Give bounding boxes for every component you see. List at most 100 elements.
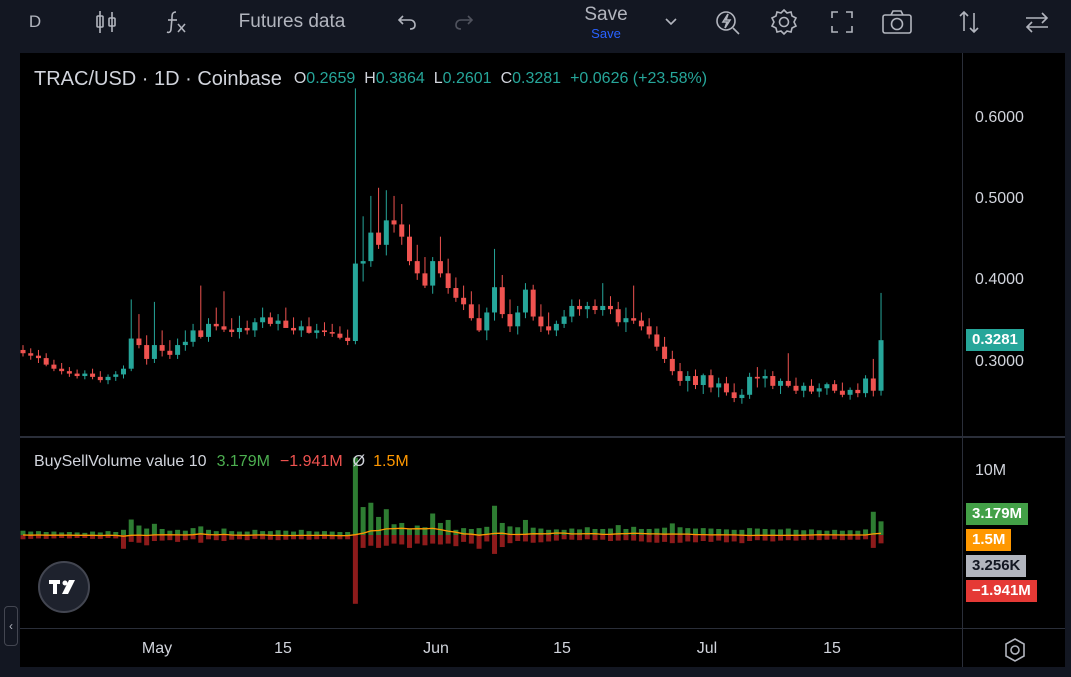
candle-body	[352, 263, 358, 341]
buy-volume-bar	[291, 531, 297, 535]
expand-left-panel-handle[interactable]: ‹	[4, 606, 18, 646]
candle-body	[229, 329, 235, 333]
candle-body	[198, 330, 204, 337]
candle-body	[430, 261, 436, 286]
sell-volume-bar	[476, 535, 482, 549]
candle-body	[669, 358, 675, 372]
sell-volume-bar	[662, 535, 668, 542]
buy-volume-bar	[832, 529, 838, 535]
sell-volume-bar	[762, 535, 768, 541]
sell-volume-bar	[407, 535, 412, 548]
buy-volume-bar	[236, 531, 242, 535]
candle-body	[739, 394, 745, 399]
candles-icon[interactable]	[92, 0, 120, 44]
sell-volume-bar	[654, 535, 660, 543]
redo-icon[interactable]	[451, 0, 477, 44]
sell-volume-bar	[731, 535, 737, 542]
sell-volume-bar	[607, 535, 613, 542]
buy-volume-bar	[693, 528, 699, 535]
candle	[816, 383, 822, 398]
sell-volume-bar	[399, 535, 405, 545]
sell-volume-bar	[445, 535, 451, 544]
candle	[368, 195, 374, 267]
candle	[700, 373, 706, 394]
candle	[778, 378, 784, 394]
candle	[113, 371, 119, 381]
sell-volume-bar	[275, 535, 281, 541]
sell-volume-bar	[105, 535, 111, 539]
candle	[716, 377, 722, 398]
buy-volume-bar	[553, 529, 559, 535]
sell-volume-bar	[144, 535, 150, 546]
candle	[607, 296, 613, 315]
candle	[267, 312, 273, 327]
candle-body	[391, 220, 397, 225]
buy-volume-bar	[522, 519, 528, 535]
candle	[360, 216, 366, 282]
candle	[468, 291, 474, 321]
chart-canvas[interactable]	[0, 0, 962, 628]
buy-volume-bar	[221, 528, 227, 535]
buy-volume-bar	[808, 529, 814, 535]
sell-volume-bar	[468, 535, 474, 544]
buy-volume-bar	[182, 530, 188, 535]
pane-divider[interactable]	[20, 436, 1065, 438]
settings-icon[interactable]	[768, 0, 800, 44]
candle	[66, 367, 72, 377]
buy-volume-bar	[492, 505, 498, 535]
buy-volume-bar	[538, 528, 544, 535]
buy-volume-bar	[151, 523, 157, 535]
buy-volume-bar	[97, 532, 103, 535]
candle-body	[577, 305, 583, 310]
chart-settings-icon[interactable]	[1002, 637, 1028, 663]
candle	[546, 312, 552, 335]
chart-area[interactable]	[20, 53, 1065, 667]
buy-volume-bar	[329, 531, 335, 535]
futures-data-button[interactable]: Futures data	[238, 11, 346, 32]
tradingview-logo[interactable]	[38, 561, 90, 613]
sell-volume-bar	[638, 535, 644, 542]
candle-body	[236, 327, 242, 333]
candle	[538, 304, 544, 333]
candle-body	[414, 261, 420, 274]
undo-icon[interactable]	[394, 0, 420, 44]
camera-icon[interactable]	[880, 0, 914, 44]
buy-volume-bar	[74, 532, 80, 535]
buy-volume-bar	[507, 526, 513, 535]
buy-volume-bar	[314, 531, 320, 535]
buy-volume-bar	[708, 528, 714, 535]
alert-icon[interactable]	[713, 0, 743, 44]
sell-volume-bar	[414, 535, 420, 544]
fullscreen-icon[interactable]	[828, 0, 856, 44]
buy-volume-bar	[739, 529, 745, 535]
buy-volume-bar	[669, 523, 675, 535]
compare-arrows-icon[interactable]	[955, 0, 983, 44]
sell-volume-bar	[229, 535, 235, 540]
candle	[213, 307, 219, 331]
buy-volume-bar	[244, 531, 250, 535]
candle	[785, 353, 791, 388]
candle	[43, 353, 49, 367]
candle-body	[631, 318, 637, 321]
volume-indicator-name[interactable]: BuySellVolume value 10	[34, 453, 207, 470]
candle-body	[360, 261, 366, 264]
buy-volume-bar	[360, 507, 366, 535]
symbol-search-button[interactable]: D	[28, 12, 42, 31]
candle	[445, 258, 451, 294]
buy-volume-bar	[260, 531, 266, 535]
sell-volume-bar	[785, 535, 791, 541]
swap-arrows-icon[interactable]	[1022, 0, 1052, 44]
save-button[interactable]: Save Save	[568, 0, 644, 44]
candle-body	[499, 287, 505, 315]
sell-volume-bar	[206, 535, 212, 540]
sell-volume-bar	[82, 535, 88, 539]
candle-body	[507, 314, 513, 327]
sell-volume-bar	[700, 535, 706, 542]
candle	[337, 326, 343, 340]
buy-volume-bar	[159, 528, 165, 535]
buy-volume-bar	[747, 528, 753, 535]
chevron-down-icon[interactable]	[661, 0, 681, 44]
candle	[329, 323, 335, 337]
symbol-title[interactable]: TRAC/USD · 1D · Coinbase	[34, 67, 282, 90]
fx-icon[interactable]	[162, 0, 190, 44]
